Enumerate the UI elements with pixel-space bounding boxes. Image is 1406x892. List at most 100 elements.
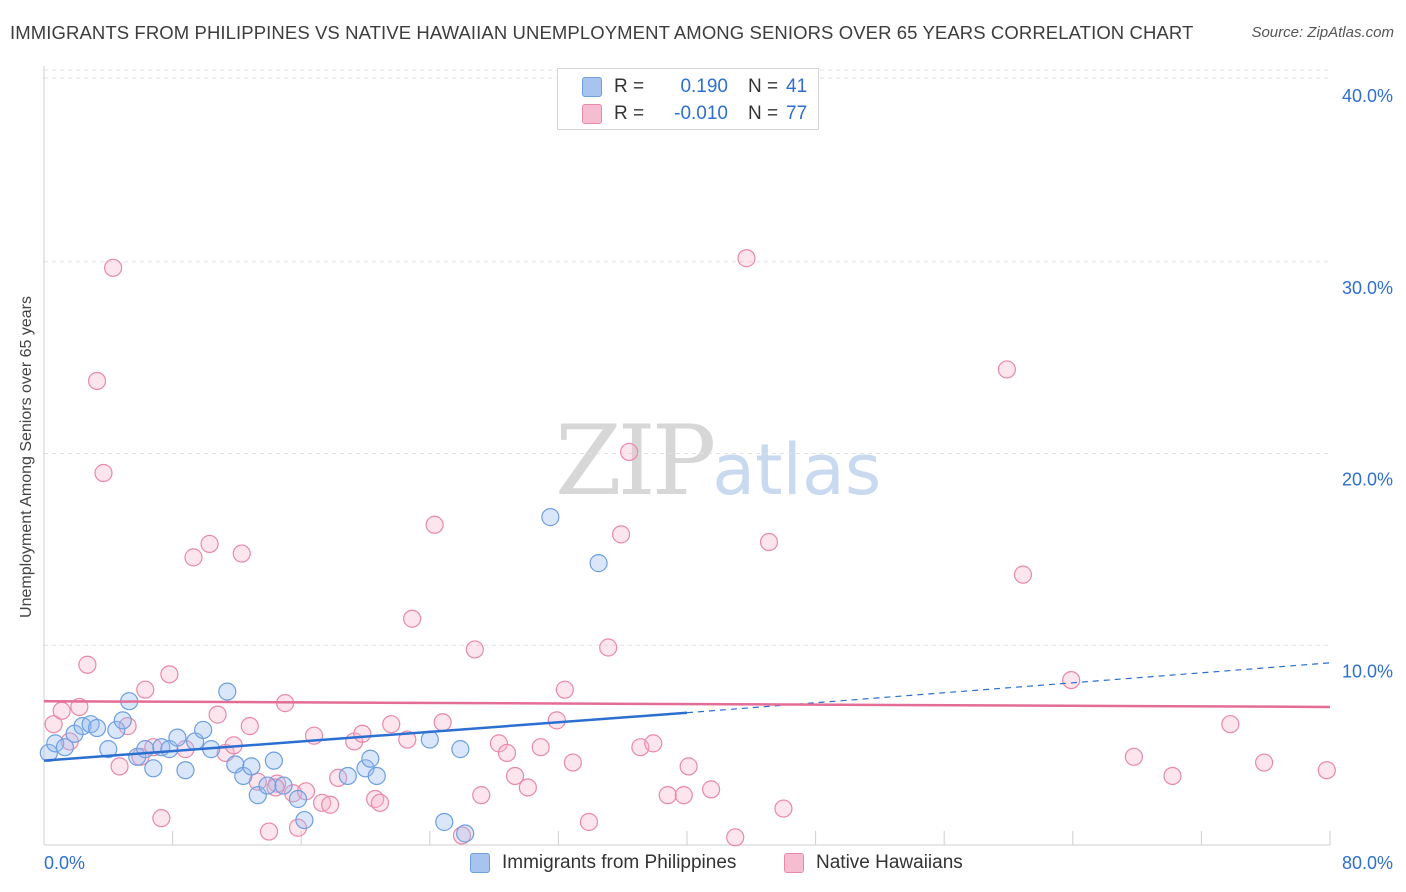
point-philippines (46, 734, 65, 753)
point-philippines (87, 718, 107, 738)
point-philippines (99, 740, 118, 759)
point-hawaiians (679, 757, 698, 776)
point-hawaiians (200, 534, 219, 554)
legend-n-label: N = (748, 103, 779, 124)
chart-title: IMMIGRANTS FROM PHILIPPINES VS NATIVE HA… (10, 22, 1194, 43)
point-hawaiians (403, 609, 422, 628)
point-hawaiians (1163, 766, 1182, 786)
point-philippines (176, 761, 195, 780)
point-philippines (248, 786, 267, 805)
legend-r-label: R = (614, 76, 645, 97)
point-hawaiians (110, 757, 129, 776)
watermark-atlas: atlas (712, 429, 882, 511)
point-hawaiians (1221, 715, 1240, 734)
point-philippines (218, 682, 237, 701)
point-hawaiians (579, 812, 599, 832)
point-hawaiians (1124, 747, 1143, 766)
point-hawaiians (184, 548, 203, 567)
point-philippines (541, 508, 560, 527)
point-philippines (420, 730, 439, 749)
point-hawaiians (737, 249, 756, 268)
point-philippines (264, 751, 283, 770)
point-hawaiians (87, 371, 107, 391)
point-philippines (136, 740, 155, 759)
point-hawaiians (599, 638, 618, 657)
point-philippines (295, 810, 314, 830)
legend-swatch-hawaiians (582, 104, 602, 124)
point-philippines (168, 728, 187, 747)
point-hawaiians (232, 544, 251, 563)
y-tick-label: 40.0% (1342, 86, 1393, 106)
point-hawaiians (208, 705, 227, 724)
point-hawaiians (94, 463, 113, 483)
point-hawaiians (452, 826, 472, 845)
point-philippines (274, 776, 293, 795)
point-philippines (456, 824, 475, 843)
legend-row-hawaiians: R = -0.010 N = 77 (582, 102, 807, 126)
point-hawaiians (240, 717, 259, 736)
point-hawaiians (44, 715, 63, 734)
legend-row-philippines: R = 0.190 N = 41 (582, 75, 807, 99)
point-hawaiians (644, 734, 663, 753)
point-hawaiians (702, 780, 721, 799)
point-hawaiians (774, 799, 793, 818)
point-hawaiians (611, 525, 631, 544)
point-philippines (435, 812, 454, 832)
legend-n-value: 77 (786, 103, 808, 124)
point-philippines (242, 757, 261, 776)
point-hawaiians (104, 258, 123, 277)
trend-line-philippines (43, 711, 688, 762)
point-hawaiians (472, 786, 491, 805)
point-hawaiians (1317, 761, 1336, 780)
watermark-zip: ZIP (555, 405, 716, 517)
point-hawaiians (1062, 670, 1081, 690)
legend-swatch-philippines (470, 853, 490, 873)
y-tick-label: 20.0% (1342, 470, 1393, 490)
point-hawaiians (136, 680, 155, 699)
point-hawaiians (52, 701, 71, 720)
point-hawaiians (518, 778, 537, 797)
point-hawaiians (70, 697, 89, 717)
legend-r-value: 0.190 (680, 76, 728, 97)
x-tick-label-max: 80.0% (1342, 853, 1393, 873)
point-hawaiians (531, 738, 550, 757)
point-hawaiians (465, 640, 484, 659)
point-hawaiians (321, 795, 340, 814)
point-philippines (338, 766, 357, 786)
point-hawaiians (497, 743, 517, 763)
legend-swatch-philippines (582, 77, 602, 97)
point-hawaiians (370, 793, 390, 812)
legend-item-hawaiians[interactable]: Native Hawaiians (784, 852, 963, 874)
point-philippines (367, 766, 386, 786)
point-philippines (288, 789, 308, 809)
point-hawaiians (547, 711, 566, 730)
point-hawaiians (759, 532, 779, 552)
trend-line-hawaiians (43, 699, 1331, 709)
legend-label-philippines: Immigrants from Philippines (502, 852, 737, 873)
point-hawaiians (674, 786, 693, 805)
point-hawaiians (425, 515, 444, 534)
point-hawaiians (555, 680, 574, 699)
legend-swatch-hawaiians (784, 853, 804, 873)
point-hawaiians (382, 715, 401, 734)
legend-r-value: -0.010 (674, 103, 728, 124)
series-legend: Immigrants from Philippines Native Hawai… (0, 852, 1406, 878)
legend-label-hawaiians: Native Hawaiians (816, 852, 963, 873)
correlation-legend: R = 0.190 N = 41 R = -0.010 N = 77 (557, 68, 819, 130)
y-axis-label: Unemployment Among Seniors over 65 years (18, 296, 35, 618)
point-hawaiians (398, 730, 417, 749)
point-hawaiians (1254, 753, 1274, 772)
trend-line-philippines-extrapolated (686, 662, 1331, 714)
point-hawaiians (353, 724, 372, 743)
point-hawaiians (620, 442, 639, 462)
point-philippines (589, 554, 608, 573)
point-philippines (194, 720, 213, 740)
y-tick-label: 10.0% (1342, 661, 1393, 681)
point-philippines (55, 738, 74, 757)
legend-n-value: 41 (786, 76, 808, 97)
x-tick-label-min: 0.0% (44, 853, 85, 873)
legend-item-philippines[interactable]: Immigrants from Philippines (470, 852, 736, 874)
point-hawaiians (118, 717, 137, 736)
point-hawaiians (997, 360, 1016, 379)
point-hawaiians (152, 809, 171, 828)
